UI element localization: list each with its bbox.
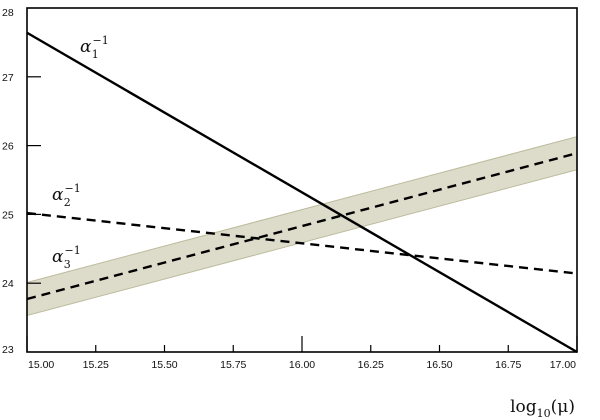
x-tick-label: 15.75 xyxy=(220,359,246,371)
x-tick-label: 16.75 xyxy=(495,359,521,371)
series-lines-layer xyxy=(26,31,578,354)
y-tick-label: 25 xyxy=(2,209,14,221)
alpha3-label: α−1 3 xyxy=(52,244,81,271)
alpha2-label: α−1 2 xyxy=(52,182,81,209)
x-tick-label: 17.00 xyxy=(550,359,576,371)
x-tick-label: 16.00 xyxy=(289,359,315,371)
plot-frame xyxy=(26,7,578,353)
alpha1-label: α−1 1 xyxy=(80,34,109,61)
series-labels-layer: α−1 1 α−1 2 α−1 3 xyxy=(52,34,109,271)
y-tick-label: 23 xyxy=(2,344,14,356)
alpha3-uncertainty-band-layer xyxy=(26,136,578,317)
alpha2-line xyxy=(26,211,578,275)
x-axis-title: log10(μ) xyxy=(510,397,575,420)
y-tick-label: 26 xyxy=(2,141,14,153)
x-tick-label: 16.50 xyxy=(426,359,452,371)
alpha3-line xyxy=(26,152,578,301)
x-tick-label: 15.00 xyxy=(28,359,54,371)
x-tick-label: 16.25 xyxy=(358,359,384,371)
alpha3-band xyxy=(26,136,578,317)
alpha1-line xyxy=(26,31,578,354)
x-tick-label: 15.25 xyxy=(83,359,109,371)
y-tick-label: 24 xyxy=(2,278,14,290)
y-tick-label: 27 xyxy=(2,72,14,84)
x-tick-label: 15.50 xyxy=(151,359,177,371)
y-tick-label: 28 xyxy=(2,7,14,19)
